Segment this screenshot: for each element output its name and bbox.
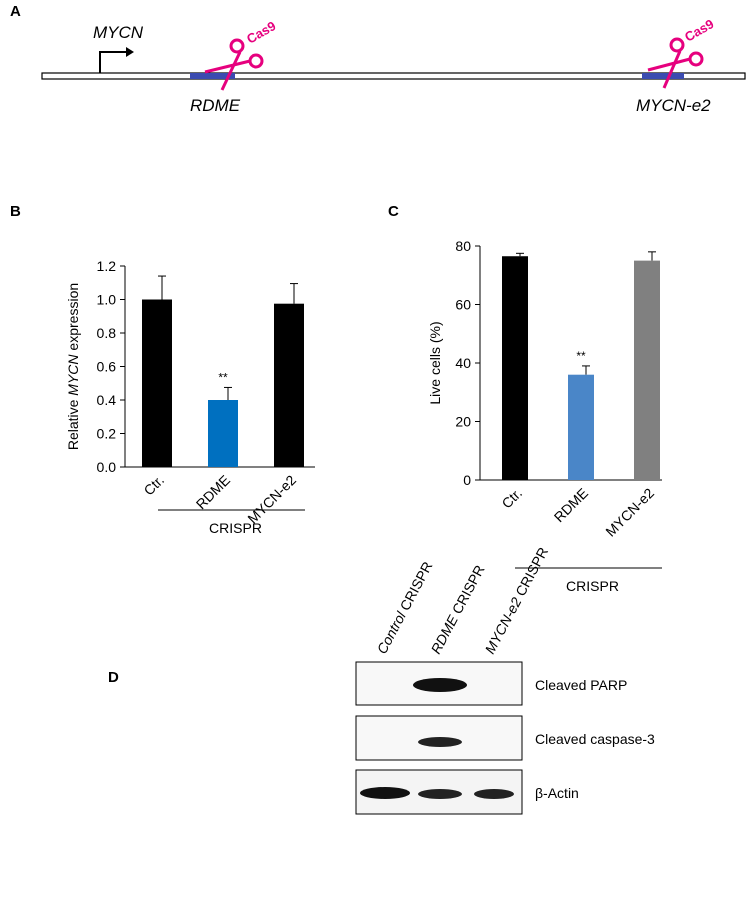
y-tick-label: 0.6 — [97, 359, 117, 375]
y-tick-label: 0 — [463, 472, 471, 488]
chromosome — [41, 72, 746, 80]
y-axis-label-part: expression — [65, 283, 81, 355]
x-tick-label: Ctr. — [498, 485, 525, 512]
blot-label: Cleaved caspase-3 — [535, 731, 655, 747]
y-tick-label: 0.4 — [97, 392, 117, 408]
site — [642, 73, 684, 79]
bar — [634, 260, 660, 480]
y-tick-label: 60 — [455, 297, 471, 313]
panel-label: A — [10, 3, 21, 20]
lane-label-part: CRISPR — [510, 544, 551, 602]
y-tick-label: 40 — [455, 355, 471, 371]
lane-label-part: CRISPR — [447, 562, 488, 620]
blot-label: Cleaved PARP — [535, 677, 627, 693]
significance: ** — [218, 370, 228, 384]
x-tick-label: RDME — [551, 485, 591, 525]
tss-arrow — [99, 51, 128, 73]
group-label: CRISPR — [566, 578, 619, 594]
band — [360, 787, 410, 799]
lane-label-part: CRISPR — [395, 559, 436, 617]
gene-label: MYCN — [93, 23, 144, 42]
scissors — [647, 37, 704, 89]
x-tick-label: Ctr. — [140, 472, 167, 499]
y-tick-label: 0.2 — [97, 426, 117, 442]
enzyme-label: Cas9 — [682, 16, 716, 45]
x-tick-label: MYCN-e2 — [244, 472, 299, 527]
arrow-head — [126, 47, 134, 57]
band — [418, 789, 462, 799]
y-axis-label-part: Relative — [65, 396, 81, 450]
group-label: CRISPR — [209, 520, 262, 536]
bar — [142, 299, 172, 467]
band — [474, 789, 514, 799]
bar — [274, 303, 304, 467]
panel-label: B — [10, 203, 21, 220]
enzyme-label: Cas9 — [244, 18, 278, 47]
bar — [208, 400, 238, 467]
bar — [568, 374, 594, 480]
panel-label: C — [388, 203, 399, 220]
site-label: MYCN-e2 — [636, 96, 711, 115]
x-tick-label: MYCN-e2 — [602, 485, 657, 540]
y-axis-label-part: Live cells (%) — [427, 321, 443, 404]
lane-label: Control CRISPR — [374, 559, 436, 657]
blot-label: β-Actin — [535, 785, 579, 801]
y-tick-label: 80 — [455, 238, 471, 254]
y-axis-label-part: MYCN — [65, 354, 81, 396]
y-tick-label: 20 — [455, 414, 471, 430]
lane-label-part: MYCN-e2 — [482, 594, 525, 656]
y-axis-label: Live cells (%) — [427, 321, 443, 404]
lane-label-part: Control — [374, 608, 410, 656]
panel-label: D — [108, 669, 119, 686]
lane-label: RDME CRISPR — [428, 562, 488, 656]
y-axis-label: Relative MYCN expression — [65, 283, 81, 450]
scissors — [204, 38, 264, 91]
y-tick-label: 1.2 — [97, 258, 117, 274]
y-tick-label: 0.0 — [97, 459, 117, 475]
y-tick-label: 0.8 — [97, 325, 117, 341]
significance: ** — [576, 349, 586, 363]
site — [190, 73, 235, 79]
y-tick-label: 1.0 — [97, 292, 117, 308]
lane-label-part: RDME — [428, 612, 462, 656]
site-label: RDME — [190, 96, 241, 115]
band — [418, 737, 462, 747]
bar — [502, 256, 528, 480]
lane-label: MYCN-e2 CRISPR — [482, 544, 552, 656]
band — [413, 678, 467, 692]
x-tick-label: RDME — [193, 472, 233, 512]
